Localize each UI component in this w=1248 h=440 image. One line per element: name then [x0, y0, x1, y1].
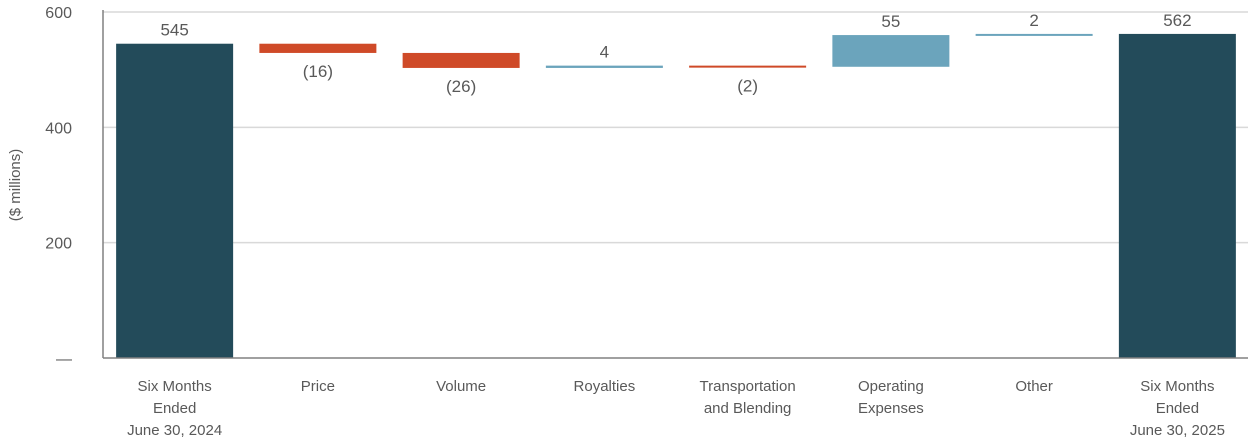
data-label: (26): [446, 77, 476, 96]
y-tick-label: —: [56, 351, 72, 368]
x-tick-label: Six Months: [1140, 378, 1214, 395]
y-tick-label: 400: [45, 120, 72, 137]
gridlines: [103, 11, 1248, 244]
value-labels: 545 (16) (26) 4 (2) 55 2 562: [160, 11, 1191, 96]
x-tick-label: Operating: [858, 378, 924, 395]
y-axis-title: ($ millions): [7, 149, 24, 222]
bar-decrease: [402, 52, 520, 68]
x-tick-label: Ended: [1156, 400, 1199, 417]
x-tick-label: Six Months: [138, 378, 212, 395]
axes: — 200 400 600: [45, 5, 1248, 368]
data-label: (2): [737, 77, 758, 96]
bar-decrease: [259, 43, 377, 53]
bar-increase: [975, 33, 1093, 36]
x-tick-label: June 30, 2024: [127, 422, 222, 439]
x-tick-label: June 30, 2025: [1130, 422, 1225, 439]
data-label: 2: [1029, 11, 1038, 30]
data-label: 562: [1163, 11, 1191, 30]
x-tick-label: Volume: [436, 378, 486, 395]
bar-total: [116, 43, 234, 358]
data-label: 4: [600, 43, 609, 62]
y-tick-label: 200: [45, 236, 72, 253]
bars: [116, 33, 1236, 359]
x-tick-label: Expenses: [858, 400, 924, 417]
x-tick-label: Price: [301, 378, 335, 395]
x-tick-label: Royalties: [574, 378, 636, 395]
bar-increase: [545, 65, 663, 68]
category-labels: Six Months Ended June 30, 2024 Price Volume R…: [127, 378, 1225, 439]
bar-total: [1118, 33, 1236, 359]
y-tick-label: 600: [45, 5, 72, 22]
bar-increase: [832, 35, 950, 67]
data-label: 545: [160, 21, 188, 40]
x-tick-label: Ended: [153, 400, 196, 417]
data-label: 55: [881, 12, 900, 31]
bar-decrease: [689, 65, 807, 68]
x-tick-label: Other: [1015, 378, 1053, 395]
data-label: (16): [303, 62, 333, 81]
x-tick-label: Transportation: [700, 378, 796, 395]
x-tick-label: and Blending: [704, 400, 792, 417]
